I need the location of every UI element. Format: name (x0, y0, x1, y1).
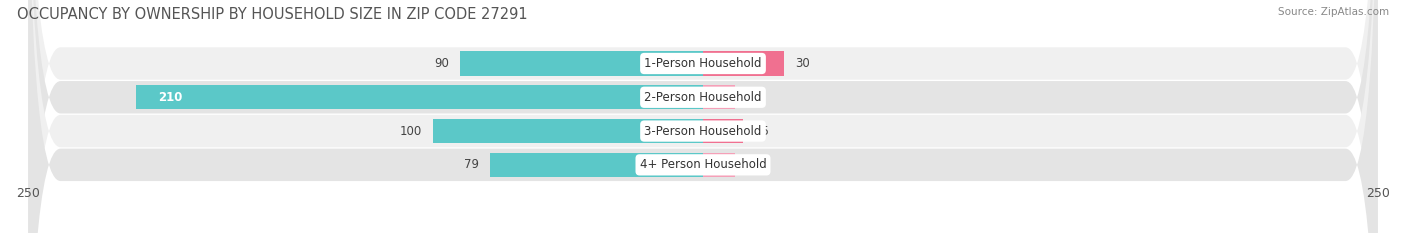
FancyBboxPatch shape (28, 0, 1378, 233)
Text: 0: 0 (747, 91, 754, 104)
Text: 210: 210 (157, 91, 181, 104)
Bar (703, 153, 735, 177)
Text: 100: 100 (399, 125, 422, 137)
Bar (433, 119, 703, 143)
Bar (136, 85, 703, 110)
Text: OCCUPANCY BY OWNERSHIP BY HOUSEHOLD SIZE IN ZIP CODE 27291: OCCUPANCY BY OWNERSHIP BY HOUSEHOLD SIZE… (17, 7, 527, 22)
Text: 0: 0 (747, 158, 754, 171)
Bar (703, 85, 735, 110)
Text: 30: 30 (794, 57, 810, 70)
Bar (460, 51, 703, 76)
Text: 3-Person Household: 3-Person Household (644, 125, 762, 137)
Text: 79: 79 (464, 158, 479, 171)
Bar (703, 51, 785, 76)
Bar (703, 119, 744, 143)
Bar (489, 153, 703, 177)
Text: 1-Person Household: 1-Person Household (644, 57, 762, 70)
FancyBboxPatch shape (28, 0, 1378, 233)
Text: 2-Person Household: 2-Person Household (644, 91, 762, 104)
Text: 90: 90 (434, 57, 450, 70)
Text: 15: 15 (754, 125, 769, 137)
FancyBboxPatch shape (28, 0, 1378, 233)
FancyBboxPatch shape (28, 0, 1378, 233)
Text: 4+ Person Household: 4+ Person Household (640, 158, 766, 171)
Text: Source: ZipAtlas.com: Source: ZipAtlas.com (1278, 7, 1389, 17)
